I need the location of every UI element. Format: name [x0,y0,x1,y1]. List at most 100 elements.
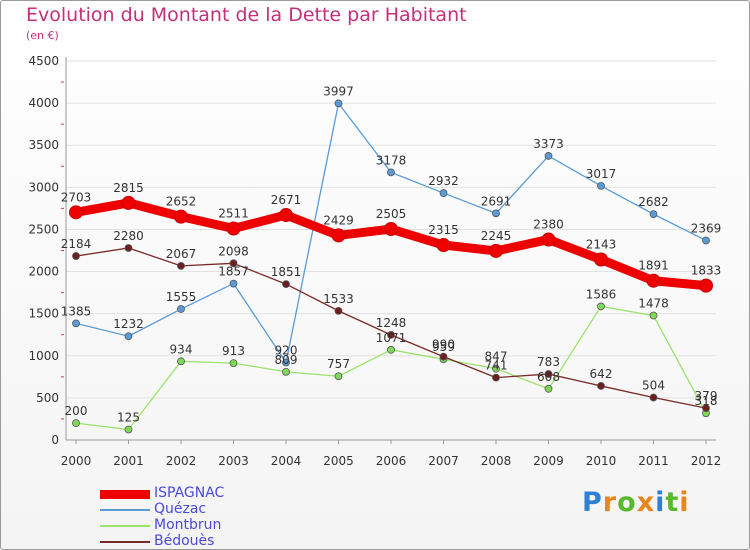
data-point [387,345,395,354]
y-tick-label: 0 [51,433,59,447]
data-label: 2098 [218,244,249,258]
data-label: 2280 [113,229,144,243]
data-label: 1478 [638,297,669,311]
data-point [279,208,293,223]
logo-letter: i [655,487,666,518]
data-point [331,228,346,243]
data-point [226,221,241,236]
data-point [544,384,553,393]
data-point [492,364,500,373]
data-label: 1857 [218,265,249,279]
data-point [702,236,710,245]
data-label: 741 [485,359,508,373]
data-label: 2652 [166,195,197,209]
data-point [72,419,80,428]
x-tick-label: 2008 [481,454,512,468]
data-point [439,352,448,361]
data-point [597,182,605,190]
data-label: 783 [537,355,560,369]
data-label: 1232 [113,317,144,331]
data-point [124,244,133,252]
data-point [177,357,185,366]
data-label: 2315 [428,223,459,237]
data-label: 200 [65,404,88,418]
data-label: 934 [170,342,193,356]
data-point [541,232,556,247]
data-label: 2932 [428,174,459,188]
data-point [334,99,343,108]
data-point [436,238,451,253]
logo-letter: i [679,487,690,518]
data-label: 3017 [586,167,617,181]
data-point [544,370,553,378]
data-point [646,273,661,288]
proxiti-logo: Proxiti [582,487,690,518]
data-point [492,373,500,382]
data-point [229,279,238,288]
x-tick-label: 2004 [271,454,302,468]
data-label: 2682 [638,195,669,209]
data-label: 1385 [61,304,92,318]
data-point [229,259,238,268]
legend-item: ISPAGNAC [100,485,300,502]
x-tick-label: 2007 [428,454,459,468]
data-label: 3178 [376,153,407,167]
data-point [384,222,398,237]
data-label: 757 [327,357,350,371]
data-label: 3997 [323,84,354,98]
y-tick-label: 4500 [28,54,59,68]
data-label: 913 [222,344,245,358]
legend-swatch [100,509,150,511]
data-label: 809 [275,353,298,367]
data-label: 318 [695,394,718,408]
data-point [544,152,553,160]
data-label: 1851 [271,265,302,279]
data-label: 2815 [113,181,144,195]
data-label: 1891 [638,259,669,273]
data-point [282,358,290,367]
data-label: 608 [537,370,560,384]
x-tick-label: 2003 [218,454,249,468]
data-point [72,252,80,260]
data-point [177,262,185,270]
chart-subtitle: (en €) [26,29,59,42]
data-point [699,278,713,293]
data-point [334,372,343,381]
data-label: 3373 [533,137,564,151]
x-tick-label: 2009 [533,454,564,468]
chart-title: Evolution du Montant de la Dette par Hab… [26,4,467,26]
data-point [72,319,80,328]
data-point [649,393,658,402]
data-label: 1586 [586,287,617,301]
logo-letter: x [636,487,656,518]
data-point [69,205,83,220]
data-label: 847 [485,350,508,364]
data-point [594,252,608,267]
x-tick-label: 2001 [113,454,144,468]
x-tick-label: 2000 [61,454,92,468]
data-label: 1833 [691,264,722,278]
data-point [177,305,185,313]
logo-letter: o [617,487,637,518]
data-label: 2429 [323,213,354,227]
y-tick-label: 2000 [28,265,59,279]
data-point [649,311,658,320]
data-point [124,332,133,341]
data-point [702,404,710,412]
data-point [597,382,605,390]
data-label: 125 [117,410,140,424]
x-tick-label: 2011 [638,454,669,468]
data-point [174,209,188,224]
x-tick-label: 2010 [586,454,617,468]
data-label: 504 [642,379,665,393]
logo-letter: t [665,487,680,518]
legend-item: Montbrun [100,517,300,534]
data-label: 2511 [218,207,249,221]
data-label: 642 [590,367,613,381]
data-label: 2703 [61,190,92,204]
data-label: 1533 [323,292,354,306]
legend-item: Bédouès [100,533,300,550]
data-point [492,209,500,218]
